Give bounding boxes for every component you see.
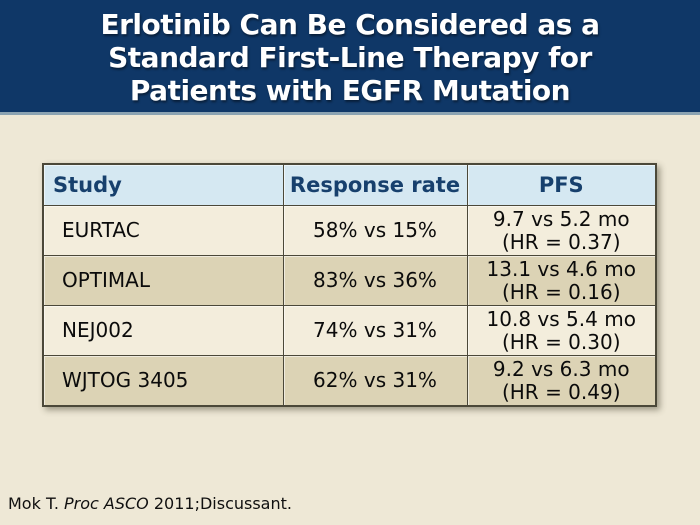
table-row: WJTOG 3405 62% vs 31% 9.2 vs 6.3 mo (HR … [42, 355, 657, 407]
column-header-response-rate: Response rate [282, 163, 468, 206]
pfs-months: 9.7 vs 5.2 mo [492, 206, 630, 231]
table-row: EURTAC 58% vs 15% 9.7 vs 5.2 mo (HR = 0.… [42, 205, 657, 256]
response-rate-value: 58% vs 15% [282, 205, 468, 256]
column-header-pfs: PFS [466, 163, 657, 206]
pfs-value: 9.2 vs 6.3 mo (HR = 0.49) [466, 355, 657, 407]
pfs-months: 10.8 vs 5.4 mo [486, 306, 636, 331]
citation-source: Proc ASCO [64, 494, 149, 513]
pfs-value: 13.1 vs 4.6 mo (HR = 0.16) [466, 255, 657, 306]
pfs-value: 9.7 vs 5.2 mo (HR = 0.37) [466, 205, 657, 256]
study-name: WJTOG 3405 [42, 355, 284, 407]
slide-title-line-2: Standard First-Line Therapy for [108, 41, 592, 74]
study-results-table: Study Response rate PFS EURTAC 58% vs 15… [42, 163, 657, 407]
table-row: OPTIMAL 83% vs 36% 13.1 vs 4.6 mo (HR = … [42, 255, 657, 306]
pfs-months: 13.1 vs 4.6 mo [486, 256, 636, 281]
pfs-months: 9.2 vs 6.3 mo [492, 356, 630, 381]
slide-title-band: Erlotinib Can Be Considered as a Standar… [0, 0, 700, 115]
study-name: EURTAC [42, 205, 284, 256]
table-header-row: Study Response rate PFS [42, 163, 657, 206]
slide-title: Erlotinib Can Be Considered as a Standar… [0, 0, 700, 107]
citation: Mok T. Proc ASCO 2011;Discussant. [8, 494, 292, 513]
study-name: OPTIMAL [42, 255, 284, 306]
slide-title-line-3: Patients with EGFR Mutation [129, 74, 571, 107]
response-rate-value: 83% vs 36% [282, 255, 468, 306]
study-name: NEJ002 [42, 305, 284, 356]
citation-year: 2011;Discussant. [148, 494, 292, 513]
pfs-hazard-ratio: (HR = 0.37) [501, 229, 621, 254]
pfs-value: 10.8 vs 5.4 mo (HR = 0.30) [466, 305, 657, 356]
response-rate-value: 74% vs 31% [282, 305, 468, 356]
pfs-hazard-ratio: (HR = 0.16) [501, 279, 621, 304]
table-row: NEJ002 74% vs 31% 10.8 vs 5.4 mo (HR = 0… [42, 305, 657, 356]
response-rate-value: 62% vs 31% [282, 355, 468, 407]
slide-title-line-1: Erlotinib Can Be Considered as a [100, 8, 600, 41]
pfs-hazard-ratio: (HR = 0.49) [501, 379, 621, 404]
column-header-study: Study [42, 163, 284, 206]
pfs-hazard-ratio: (HR = 0.30) [501, 329, 621, 354]
citation-author: Mok T. [8, 494, 64, 513]
